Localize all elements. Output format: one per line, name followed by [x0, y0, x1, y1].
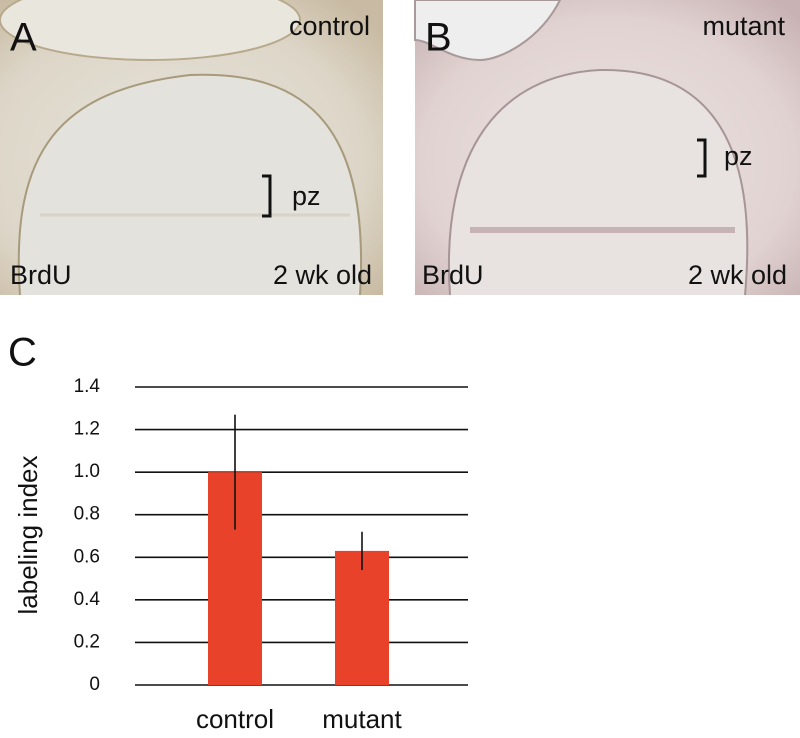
y-axis-title: labeling index: [13, 455, 43, 614]
age-label: 2 wk old: [688, 260, 787, 290]
y-tick-label: 0.2: [74, 631, 100, 652]
panel-letter: A: [10, 16, 37, 60]
micrograph-b: [414, 0, 800, 296]
bracket: [697, 138, 707, 178]
stain-label: BrdU: [10, 260, 72, 290]
zone-label: pz: [724, 141, 753, 171]
genotype-label: control: [289, 11, 370, 41]
y-tick-label: 1.2: [74, 419, 100, 440]
x-tick-label: mutant: [322, 704, 402, 734]
stain-label: BrdU: [422, 260, 484, 290]
y-tick-label: 0.8: [74, 504, 100, 525]
y-tick-label: 0.4: [74, 589, 101, 610]
bar: [335, 550, 389, 685]
micrograph-a: [0, 0, 383, 296]
genotype-label: mutant: [702, 11, 785, 41]
zone-label: pz: [292, 181, 321, 211]
x-tick-label: control: [196, 704, 274, 734]
panel-letter: B: [425, 16, 452, 60]
bracket: [262, 174, 272, 218]
y-tick-label: 1.4: [74, 376, 101, 397]
y-tick-label: 1.0: [74, 461, 100, 482]
age-label: 2 wk old: [273, 260, 372, 290]
y-tick-label: 0.6: [74, 546, 100, 567]
panel-letter: C: [8, 331, 37, 375]
y-tick-label: 0: [89, 674, 100, 695]
